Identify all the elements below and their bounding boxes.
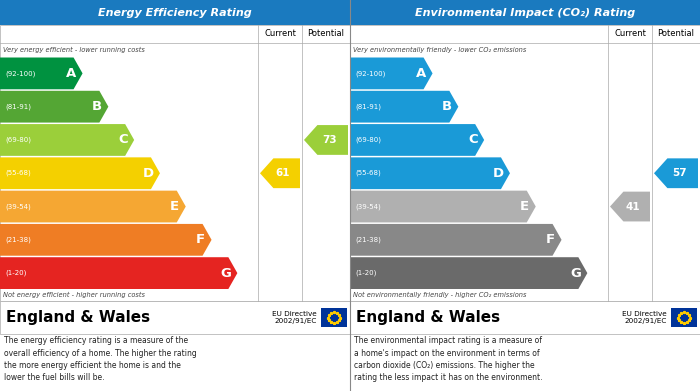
Text: (39-54): (39-54) bbox=[355, 203, 381, 210]
Text: England & Wales: England & Wales bbox=[6, 310, 150, 325]
Text: (81-91): (81-91) bbox=[5, 104, 31, 110]
Polygon shape bbox=[350, 57, 433, 89]
Text: D: D bbox=[142, 167, 153, 180]
Text: (21-38): (21-38) bbox=[355, 237, 381, 243]
Polygon shape bbox=[350, 257, 587, 289]
Bar bbox=[350, 25, 700, 301]
Text: G: G bbox=[570, 267, 581, 280]
Text: (1-20): (1-20) bbox=[5, 270, 27, 276]
Text: (69-80): (69-80) bbox=[5, 137, 31, 143]
Text: (55-68): (55-68) bbox=[5, 170, 31, 176]
Text: D: D bbox=[492, 167, 503, 180]
Text: (21-38): (21-38) bbox=[5, 237, 31, 243]
Text: (55-68): (55-68) bbox=[355, 170, 381, 176]
Text: The energy efficiency rating is a measure of the
overall efficiency of a home. T: The energy efficiency rating is a measur… bbox=[4, 336, 197, 382]
Text: (39-54): (39-54) bbox=[5, 203, 31, 210]
Text: A: A bbox=[416, 67, 426, 80]
Bar bbox=[0, 0, 350, 25]
Bar bbox=[350, 0, 700, 25]
Text: G: G bbox=[220, 267, 231, 280]
Text: (1-20): (1-20) bbox=[355, 270, 377, 276]
Polygon shape bbox=[0, 91, 108, 122]
Text: Energy Efficiency Rating: Energy Efficiency Rating bbox=[98, 7, 252, 18]
Polygon shape bbox=[350, 124, 484, 156]
Polygon shape bbox=[0, 224, 211, 256]
Polygon shape bbox=[0, 257, 237, 289]
Text: Current: Current bbox=[264, 29, 296, 38]
Polygon shape bbox=[610, 192, 650, 221]
Text: Very energy efficient - lower running costs: Very energy efficient - lower running co… bbox=[3, 47, 145, 52]
Text: Not energy efficient - higher running costs: Not energy efficient - higher running co… bbox=[3, 292, 145, 298]
Bar bbox=[0, 25, 350, 301]
Polygon shape bbox=[304, 125, 348, 155]
Text: A: A bbox=[66, 67, 76, 80]
Bar bbox=[671, 308, 697, 327]
Text: Potential: Potential bbox=[307, 29, 344, 38]
Polygon shape bbox=[0, 124, 134, 156]
Text: 57: 57 bbox=[672, 168, 687, 178]
Text: B: B bbox=[92, 100, 102, 113]
Bar bbox=[321, 308, 347, 327]
Text: F: F bbox=[546, 233, 555, 246]
Polygon shape bbox=[654, 158, 698, 188]
Text: E: E bbox=[170, 200, 179, 213]
Text: B: B bbox=[442, 100, 452, 113]
Text: (69-80): (69-80) bbox=[355, 137, 381, 143]
Text: 61: 61 bbox=[276, 168, 290, 178]
Polygon shape bbox=[350, 191, 536, 222]
Polygon shape bbox=[350, 91, 458, 122]
Text: C: C bbox=[118, 133, 127, 147]
Text: Environmental Impact (CO₂) Rating: Environmental Impact (CO₂) Rating bbox=[415, 7, 635, 18]
Text: (81-91): (81-91) bbox=[355, 104, 381, 110]
Text: 73: 73 bbox=[322, 135, 337, 145]
Polygon shape bbox=[0, 157, 160, 189]
Bar bbox=[350, 301, 700, 334]
Text: (92-100): (92-100) bbox=[5, 70, 36, 77]
Polygon shape bbox=[350, 224, 561, 256]
Text: England & Wales: England & Wales bbox=[356, 310, 500, 325]
Text: Very environmentally friendly - lower CO₂ emissions: Very environmentally friendly - lower CO… bbox=[353, 47, 526, 52]
Text: Current: Current bbox=[614, 29, 646, 38]
Text: EU Directive
2002/91/EC: EU Directive 2002/91/EC bbox=[272, 311, 317, 324]
Polygon shape bbox=[0, 191, 186, 222]
Text: EU Directive
2002/91/EC: EU Directive 2002/91/EC bbox=[622, 311, 667, 324]
Text: The environmental impact rating is a measure of
a home's impact on the environme: The environmental impact rating is a mea… bbox=[354, 336, 542, 382]
Text: Not environmentally friendly - higher CO₂ emissions: Not environmentally friendly - higher CO… bbox=[353, 292, 526, 298]
Text: (92-100): (92-100) bbox=[355, 70, 386, 77]
Text: Potential: Potential bbox=[657, 29, 694, 38]
Polygon shape bbox=[350, 157, 510, 189]
Text: 41: 41 bbox=[626, 201, 641, 212]
Polygon shape bbox=[0, 57, 83, 89]
Bar bbox=[0, 301, 350, 334]
Text: F: F bbox=[196, 233, 205, 246]
Polygon shape bbox=[260, 158, 300, 188]
Text: C: C bbox=[468, 133, 477, 147]
Text: E: E bbox=[520, 200, 529, 213]
